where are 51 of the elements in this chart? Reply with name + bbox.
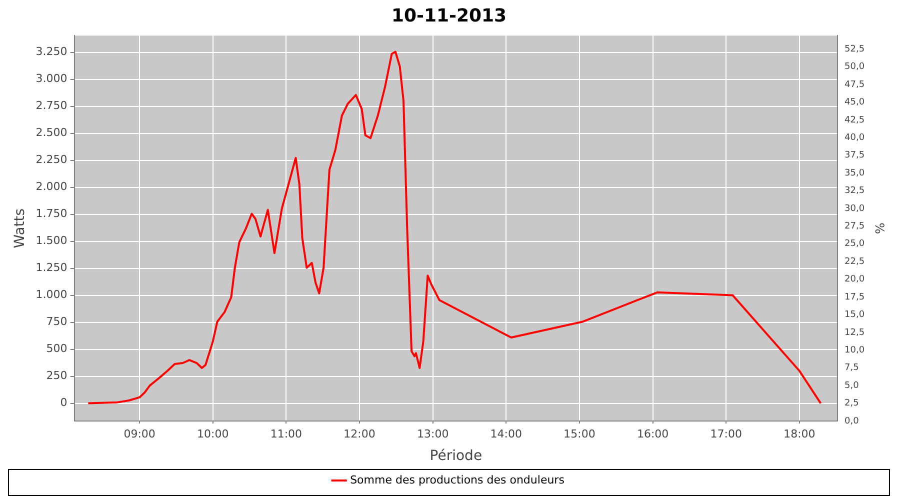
- y2-tick-label: 30,0: [844, 204, 865, 214]
- y2-tick-label: 40,0: [844, 132, 865, 143]
- y2-tick-label: 45,0: [844, 98, 865, 108]
- x-tick-label: 18:00: [784, 427, 816, 440]
- x-tick-label: 11:00: [270, 427, 302, 440]
- y2-tick-label: 27,5: [844, 222, 865, 232]
- y2-tick-label: 17,5: [844, 292, 865, 302]
- y2-tick-label: 12,5: [844, 328, 865, 338]
- y-tick-label: 1.500: [36, 234, 68, 248]
- chart-title: 10-11-2013: [391, 5, 507, 26]
- x-tick-label: 10:00: [197, 427, 229, 440]
- y2-tick-label: 37,5: [844, 150, 865, 161]
- y2-tick-label: 47,5: [844, 80, 865, 90]
- y2-tick-label: 10,0: [844, 346, 865, 356]
- x-tick-label: 09:00: [124, 427, 156, 440]
- y-tick-label: 1.000: [36, 288, 68, 302]
- y2-tick-label: 7,5: [844, 363, 859, 374]
- y-tick-label: 750: [46, 315, 68, 328]
- y-tick-label: 3.000: [36, 72, 68, 86]
- y2-tick-label: 0,0: [844, 416, 860, 426]
- y-axis-title: Watts: [12, 208, 28, 248]
- y2-axis-title: %: [872, 222, 887, 234]
- y-tick-label: 2.500: [36, 126, 68, 140]
- y-tick-label: 1.250: [36, 261, 68, 274]
- y-tick-label: 1.750: [36, 207, 68, 220]
- y2-tick-label: 32,5: [844, 186, 865, 196]
- y2-tick-label: 35,0: [844, 168, 865, 178]
- y-tick-label: 3.250: [36, 45, 68, 58]
- x-tick-label: 15:00: [564, 427, 596, 440]
- x-tick-label: 13:00: [416, 427, 449, 440]
- x-axis-title: Période: [430, 448, 482, 464]
- y2-tick-label: 25,0: [844, 239, 865, 250]
- x-tick-label: 16:00: [636, 427, 669, 440]
- y2-tick-label: 42,5: [844, 115, 865, 126]
- y2-tick-label: 5,0: [844, 380, 860, 391]
- x-tick-label: 17:00: [710, 427, 742, 440]
- y-tick-label: 2.000: [36, 180, 68, 194]
- x-tick-label: 12:00: [344, 427, 376, 440]
- y2-tick-label: 22,5: [844, 256, 865, 267]
- y2-tick-label: 2,5: [844, 398, 859, 409]
- y-tick-label: 2.250: [36, 153, 68, 166]
- y2-tick-label: 20,0: [844, 274, 865, 285]
- x-tick-label: 14:00: [490, 427, 522, 440]
- y-tick-label: 500: [46, 342, 68, 356]
- legend-label: Somme des productions des onduleurs: [350, 473, 565, 486]
- y2-tick-label: 52,5: [844, 44, 865, 54]
- y2-tick-label: 15,0: [844, 310, 865, 320]
- y2-tick-label: 50,0: [844, 62, 865, 72]
- y-tick-label: 0: [60, 396, 68, 410]
- y-tick-label: 250: [46, 369, 68, 382]
- y-tick-label: 2.750: [36, 99, 68, 112]
